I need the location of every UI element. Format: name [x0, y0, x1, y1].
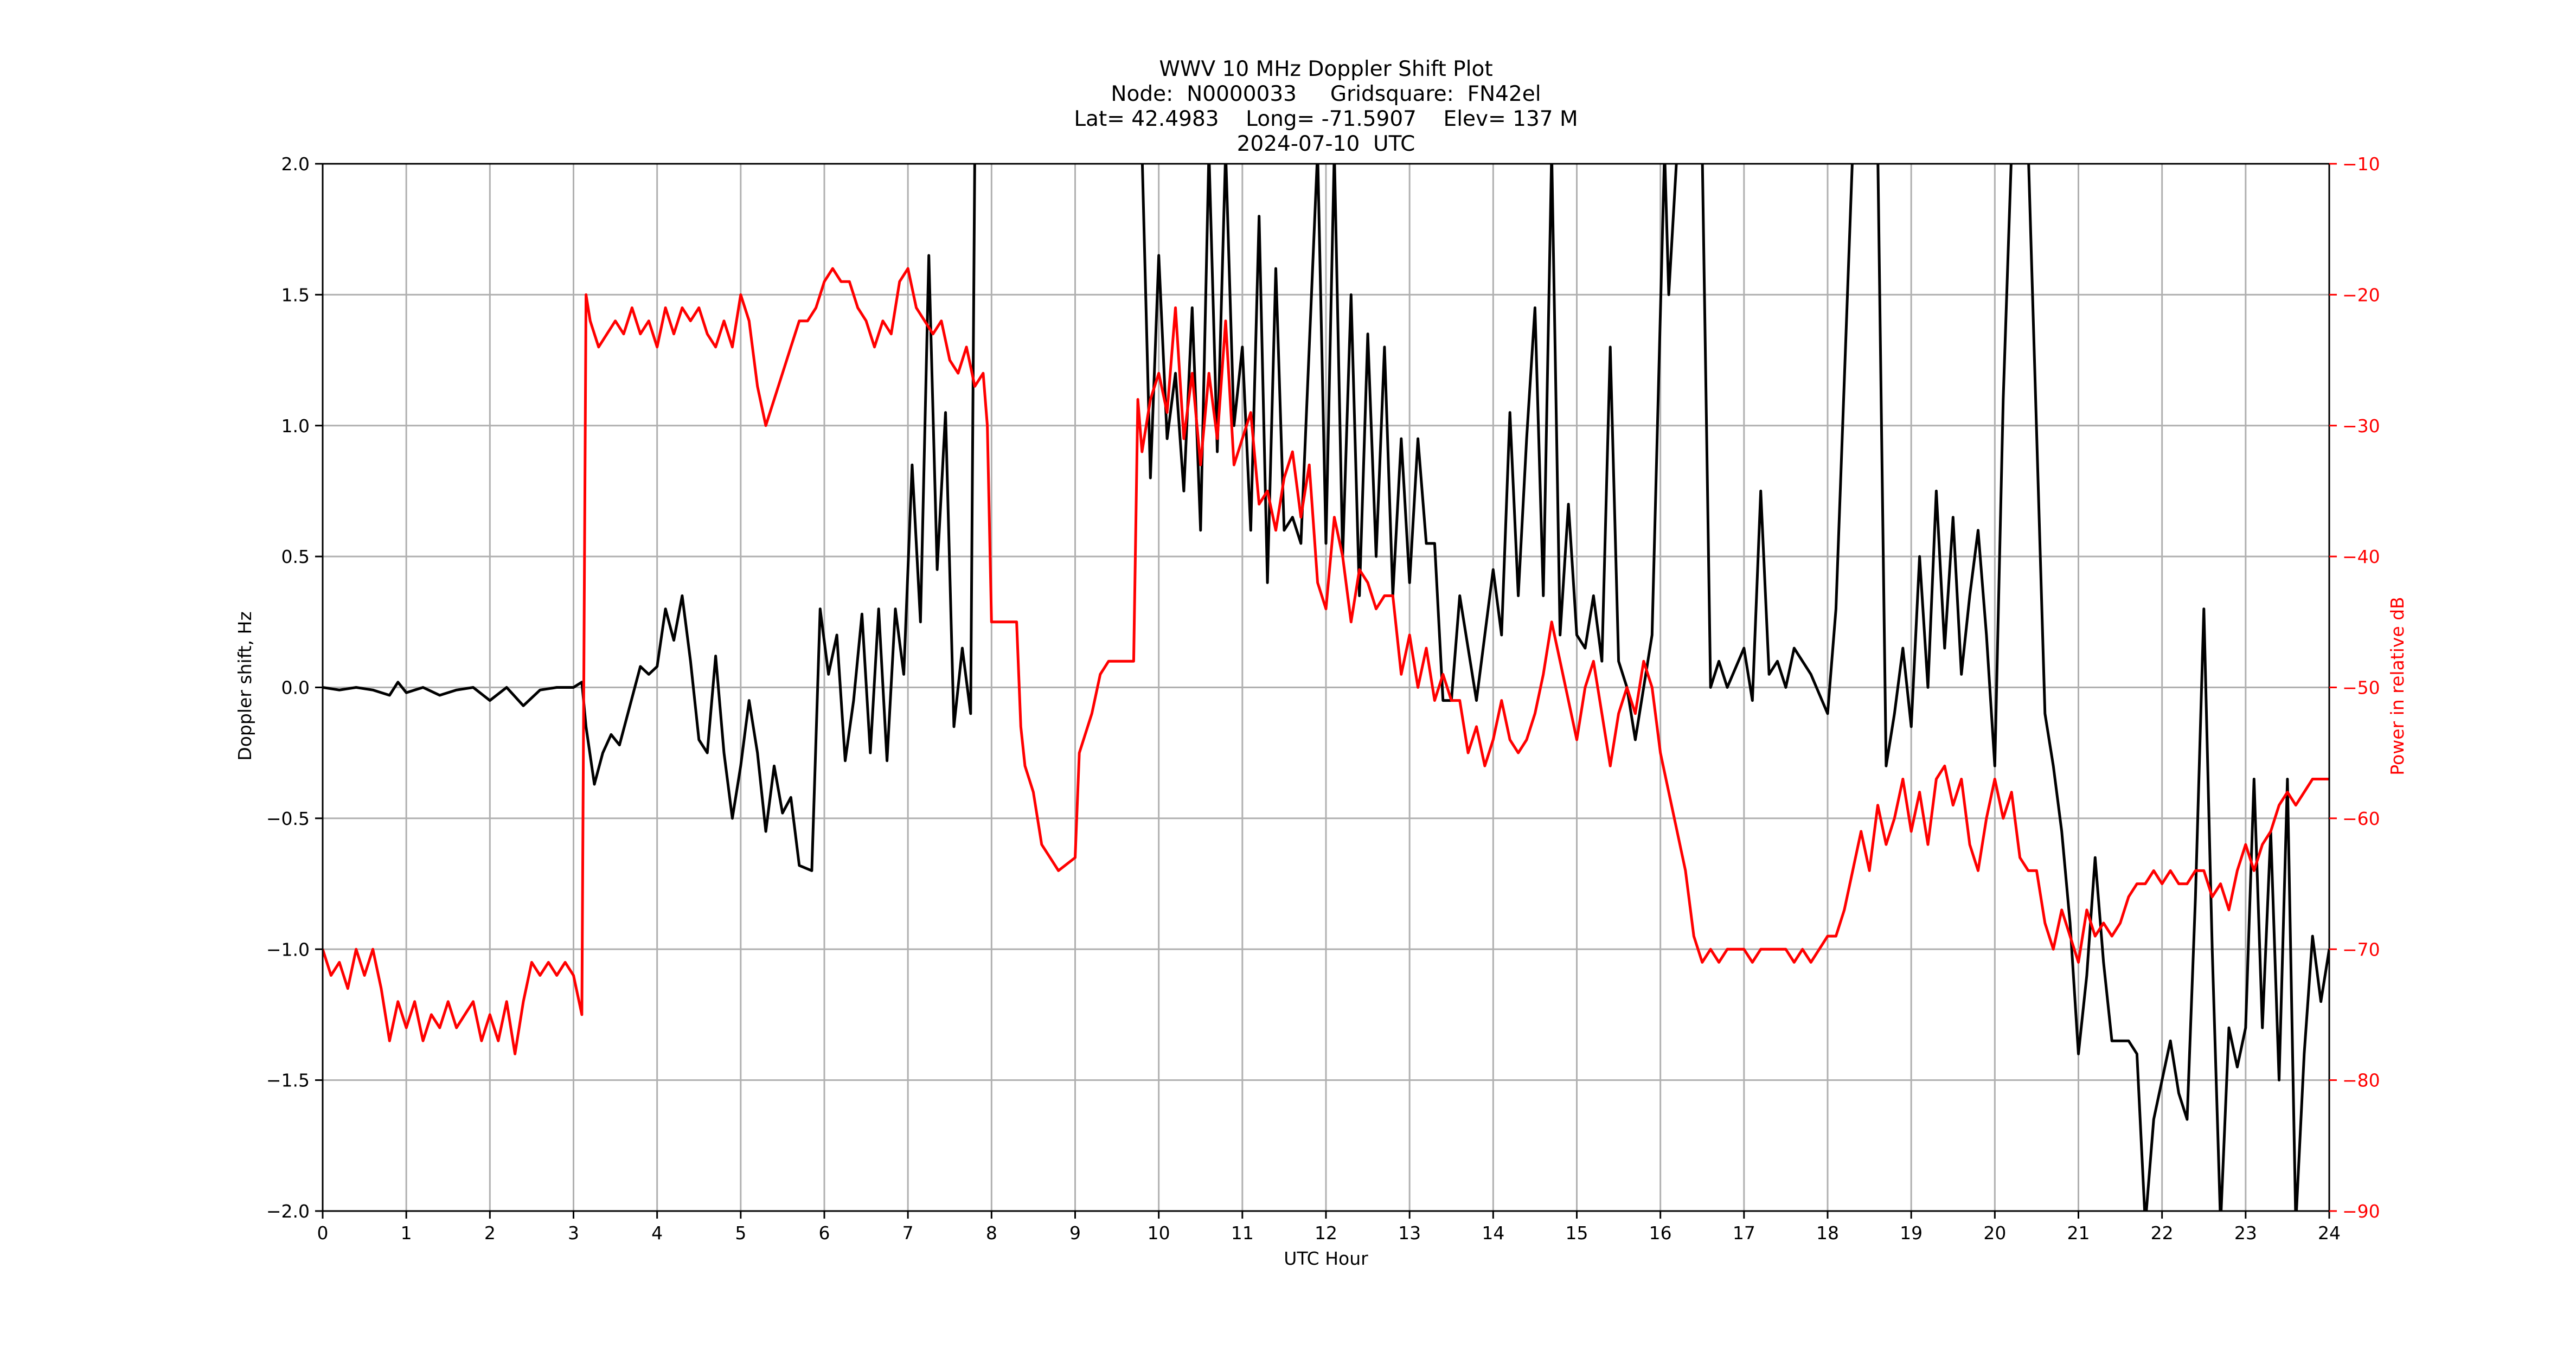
y-right-tick-label: −20	[2342, 284, 2380, 305]
x-tick-label: 13	[1398, 1222, 1421, 1244]
x-tick-label: 12	[1315, 1222, 1337, 1244]
plot-area	[323, 164, 2329, 1211]
title-line-3: Lat= 42.4983 Long= -71.5907 Elev= 137 M	[1074, 107, 1578, 131]
title-line-2: Node: N0000033 Gridsquare: FN42el	[1111, 82, 1541, 106]
x-tick-label: 22	[2151, 1222, 2174, 1244]
x-tick-label: 23	[2234, 1222, 2257, 1244]
y-right-tick-label: −70	[2342, 939, 2380, 960]
power-line	[323, 267, 2329, 1055]
x-tick-label: 0	[317, 1222, 329, 1244]
chart-title: WWV 10 MHz Doppler Shift Plot Node: N000…	[1074, 57, 1578, 156]
y-left-tick-label: 1.0	[281, 415, 310, 437]
x-tick-label: 3	[568, 1222, 579, 1244]
y-left-tick-label: −1.5	[266, 1070, 310, 1091]
x-tick-label: 9	[1069, 1222, 1081, 1244]
x-tick-label: 14	[1482, 1222, 1504, 1244]
x-tick-label: 21	[2067, 1222, 2090, 1244]
x-tick-label: 24	[2318, 1222, 2341, 1244]
x-tick-label: 6	[819, 1222, 830, 1244]
x-axis-label: UTC Hour	[1284, 1248, 1368, 1269]
x-tick-label: 1	[401, 1222, 412, 1244]
y-right-tick-label: −10	[2342, 153, 2380, 175]
y-left-tick-label: 0.0	[281, 677, 310, 699]
x-tick-label: 19	[1900, 1222, 1923, 1244]
y-right-tick-label: −80	[2342, 1070, 2380, 1091]
y-left-tick-label: −1.0	[266, 939, 310, 960]
y-right-tick-label: −90	[2342, 1201, 2380, 1222]
x-tick-label: 20	[1983, 1222, 2006, 1244]
x-tick-label: 4	[651, 1222, 663, 1244]
y-right-tick-label: −60	[2342, 808, 2380, 829]
y-axis-label-left: Doppler shift, Hz	[234, 611, 255, 760]
axes: 0 1 2 3 4 5 6 7 8 9 10 11 12 13 14 15 16 17 18 19 20 21 22 23 24…	[266, 153, 2380, 1244]
y-left-tick-label: 0.5	[281, 546, 310, 567]
y-axis-label-right: Power in relative dB	[2387, 597, 2408, 775]
y-right-tick-label: −30	[2342, 415, 2380, 437]
x-tick-label: 18	[1816, 1222, 1839, 1244]
x-tick-label: 7	[902, 1222, 914, 1244]
y-left-tick-label: −0.5	[266, 808, 310, 829]
x-tick-label: 11	[1231, 1222, 1254, 1244]
x-tick-label: 10	[1148, 1222, 1170, 1244]
doppler-line	[323, 164, 2329, 1211]
y-left-tick-label: −2.0	[266, 1201, 310, 1222]
y-right-tick-label: −50	[2342, 677, 2380, 699]
title-line-4: 2024-07-10 UTC	[1237, 132, 1415, 156]
x-tick-label: 17	[1733, 1222, 1755, 1244]
y-right-tick-label: −40	[2342, 546, 2380, 567]
y-left-tick-label: 2.0	[281, 153, 310, 175]
x-tick-label: 16	[1649, 1222, 1672, 1244]
x-tick-label: 15	[1566, 1222, 1588, 1244]
title-line-1: WWV 10 MHz Doppler Shift Plot	[1159, 57, 1492, 81]
x-tick-label: 2	[484, 1222, 496, 1244]
x-tick-label: 8	[986, 1222, 997, 1244]
y-left-tick-label: 1.5	[281, 284, 310, 305]
x-tick-label: 5	[735, 1222, 746, 1244]
